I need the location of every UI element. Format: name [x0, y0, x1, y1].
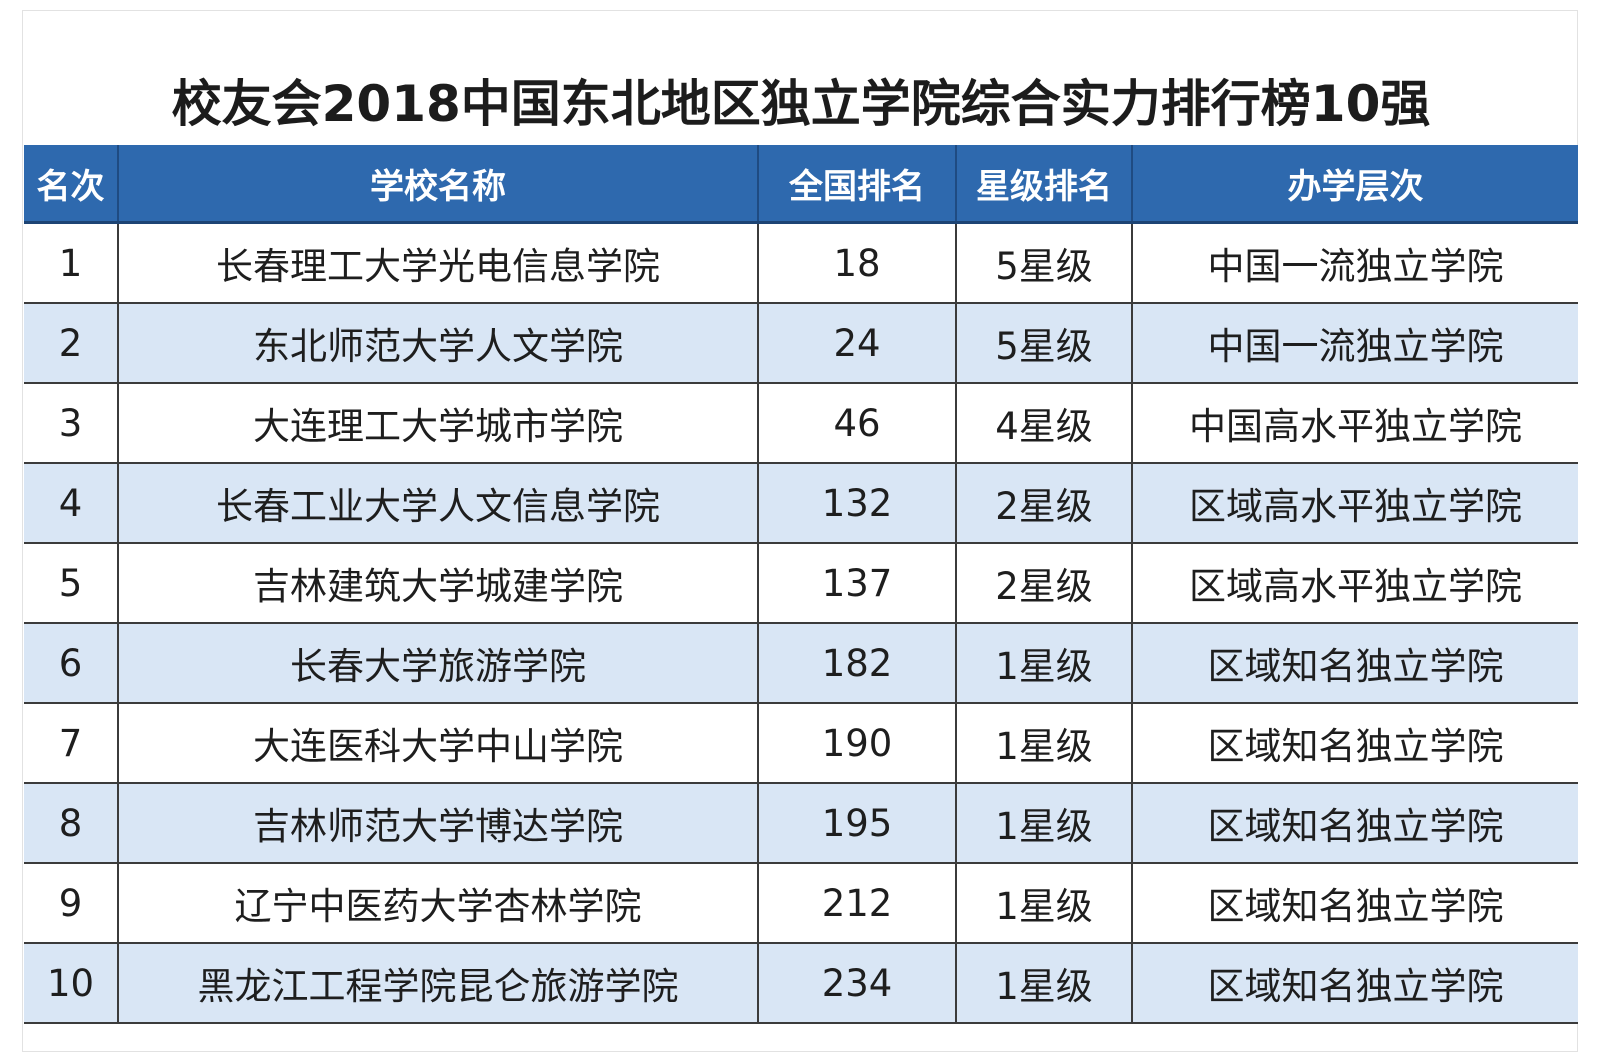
cell-rank: 7 [24, 703, 119, 784]
table-row: 2 东北师范大学人文学院 24 5星级 中国一流独立学院 [24, 303, 1578, 384]
cell-school-level: 区域高水平独立学院 [1132, 543, 1578, 624]
cell-school-level: 区域知名独立学院 [1132, 783, 1578, 864]
cell-star-rank: 1星级 [956, 703, 1133, 784]
cell-school-level: 区域知名独立学院 [1132, 623, 1578, 704]
cell-star-rank: 1星级 [956, 623, 1133, 704]
cell-national-rank: 195 [758, 783, 957, 864]
header-rank: 名次 [24, 145, 119, 224]
cell-school-level: 区域知名独立学院 [1132, 703, 1578, 784]
cell-school-level: 区域知名独立学院 [1132, 943, 1578, 1024]
table-header-row: 名次 学校名称 全国排名 星级排名 办学层次 [24, 145, 1578, 224]
cell-national-rank: 18 [758, 222, 957, 304]
cell-national-rank: 24 [758, 303, 957, 384]
cell-star-rank: 4星级 [956, 383, 1133, 464]
header-star-rank: 星级排名 [956, 145, 1133, 224]
table-row: 10 黑龙江工程学院昆仑旅游学院 234 1星级 区域知名独立学院 [24, 943, 1578, 1024]
cell-rank: 1 [24, 222, 119, 304]
cell-school-name: 吉林师范大学博达学院 [118, 783, 759, 864]
cell-rank: 3 [24, 383, 119, 464]
cell-rank: 6 [24, 623, 119, 704]
header-school-name: 学校名称 [118, 145, 759, 224]
page-title: 校友会2018中国东北地区独立学院综合实力排行榜10强 [171, 75, 1431, 133]
table-row: 4 长春工业大学人文信息学院 132 2星级 区域高水平独立学院 [24, 463, 1578, 544]
cell-star-rank: 1星级 [956, 943, 1133, 1024]
cell-rank: 2 [24, 303, 119, 384]
cell-rank: 9 [24, 863, 119, 944]
cell-school-name: 东北师范大学人文学院 [118, 303, 759, 384]
cell-school-level: 区域高水平独立学院 [1132, 463, 1578, 544]
cell-national-rank: 190 [758, 703, 957, 784]
header-school-level: 办学层次 [1132, 145, 1578, 224]
cell-school-name: 大连理工大学城市学院 [118, 383, 759, 464]
table-row: 5 吉林建筑大学城建学院 137 2星级 区域高水平独立学院 [24, 543, 1578, 624]
cell-star-rank: 5星级 [956, 222, 1133, 304]
cell-rank: 8 [24, 783, 119, 864]
cell-school-name: 辽宁中医药大学杏林学院 [118, 863, 759, 944]
cell-rank: 4 [24, 463, 119, 544]
cell-school-level: 区域知名独立学院 [1132, 863, 1578, 944]
cell-star-rank: 2星级 [956, 463, 1133, 544]
cell-rank: 10 [24, 943, 119, 1024]
cell-school-level: 中国一流独立学院 [1132, 303, 1578, 384]
cell-national-rank: 234 [758, 943, 957, 1024]
cell-school-name: 黑龙江工程学院昆仑旅游学院 [118, 943, 759, 1024]
cell-star-rank: 5星级 [956, 303, 1133, 384]
cell-school-name: 长春理工大学光电信息学院 [118, 222, 759, 304]
cell-school-name: 长春大学旅游学院 [118, 623, 759, 704]
header-national-rank: 全国排名 [758, 145, 957, 224]
cell-school-level: 中国高水平独立学院 [1132, 383, 1578, 464]
cell-national-rank: 137 [758, 543, 957, 624]
table-row: 9 辽宁中医药大学杏林学院 212 1星级 区域知名独立学院 [24, 863, 1578, 944]
ranking-table: 名次 学校名称 全国排名 星级排名 办学层次 1 长春理工大学光电信息学院 18… [24, 145, 1578, 1024]
cell-school-name: 长春工业大学人文信息学院 [118, 463, 759, 544]
table-row: 6 长春大学旅游学院 182 1星级 区域知名独立学院 [24, 623, 1578, 704]
table-row: 1 长春理工大学光电信息学院 18 5星级 中国一流独立学院 [24, 222, 1578, 304]
cell-school-name: 大连医科大学中山学院 [118, 703, 759, 784]
cell-star-rank: 1星级 [956, 863, 1133, 944]
cell-star-rank: 1星级 [956, 783, 1133, 864]
cell-national-rank: 182 [758, 623, 957, 704]
cell-national-rank: 46 [758, 383, 957, 464]
cell-national-rank: 132 [758, 463, 957, 544]
cell-star-rank: 2星级 [956, 543, 1133, 624]
table-row: 7 大连医科大学中山学院 190 1星级 区域知名独立学院 [24, 703, 1578, 784]
cell-school-name: 吉林建筑大学城建学院 [118, 543, 759, 624]
table-row: 3 大连理工大学城市学院 46 4星级 中国高水平独立学院 [24, 383, 1578, 464]
cell-school-level: 中国一流独立学院 [1132, 222, 1578, 304]
table-row: 8 吉林师范大学博达学院 195 1星级 区域知名独立学院 [24, 783, 1578, 864]
cell-national-rank: 212 [758, 863, 957, 944]
cell-rank: 5 [24, 543, 119, 624]
